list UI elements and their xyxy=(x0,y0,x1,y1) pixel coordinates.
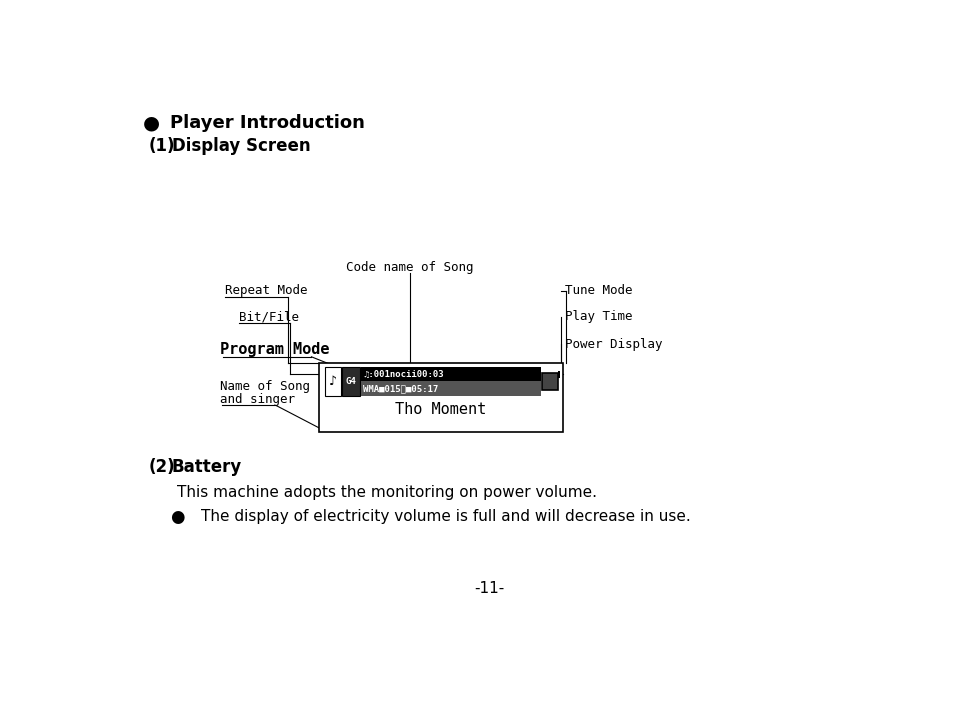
Text: Power Display: Power Display xyxy=(564,338,661,351)
Text: (1): (1) xyxy=(149,137,175,155)
Text: Name of Song: Name of Song xyxy=(220,380,310,393)
Text: Tune Mode: Tune Mode xyxy=(564,284,632,297)
Text: Display Screen: Display Screen xyxy=(172,137,311,155)
Text: ♫:001nocii00:03: ♫:001nocii00:03 xyxy=(363,370,443,378)
Text: Bit/File: Bit/File xyxy=(239,310,299,324)
Text: The display of electricity volume is full and will decrease in use.: The display of electricity volume is ful… xyxy=(200,510,690,524)
Text: Code name of Song: Code name of Song xyxy=(346,261,473,274)
Bar xyxy=(360,381,540,396)
Text: Program Mode: Program Mode xyxy=(220,343,329,357)
Bar xyxy=(360,367,540,381)
Text: Play Time: Play Time xyxy=(564,310,632,324)
Bar xyxy=(342,367,359,396)
Bar xyxy=(542,373,558,390)
Text: Battery: Battery xyxy=(172,458,242,476)
Text: This machine adopts the monitoring on power volume.: This machine adopts the monitoring on po… xyxy=(177,485,597,500)
Text: ●: ● xyxy=(143,113,160,132)
Text: (2): (2) xyxy=(149,458,175,476)
Bar xyxy=(325,367,340,396)
Text: Tho Moment: Tho Moment xyxy=(395,402,486,417)
Bar xyxy=(319,363,562,432)
Text: -11-: -11- xyxy=(474,581,503,596)
Bar xyxy=(558,371,559,378)
Text: ●: ● xyxy=(170,508,185,526)
Text: Player Introduction: Player Introduction xyxy=(170,114,364,132)
Text: WMA■015㏇■05:17: WMA■015㏇■05:17 xyxy=(363,384,438,393)
Text: G4: G4 xyxy=(345,377,356,386)
Text: ♪: ♪ xyxy=(329,375,336,388)
Text: and singer: and singer xyxy=(220,392,294,406)
Text: Repeat Mode: Repeat Mode xyxy=(224,284,307,297)
